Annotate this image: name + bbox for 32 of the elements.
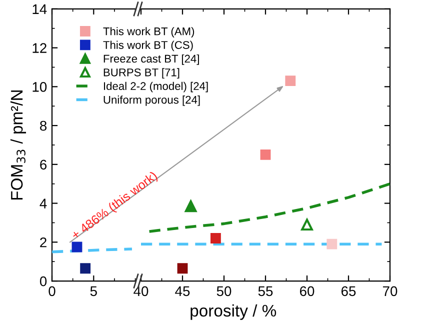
y-tick-label: 10 <box>32 82 47 92</box>
y-tick-label: 6 <box>40 160 47 170</box>
y-tick-label: 8 <box>40 120 47 131</box>
legend-label: Freeze cast BT [24] <box>104 54 199 65</box>
y-axis-title: FOM$_{33}$ / pm²/N <box>10 90 26 200</box>
point <box>184 200 197 212</box>
point <box>177 263 188 274</box>
y-tick-label: 2 <box>40 237 46 248</box>
y-tick-label: 4 <box>40 198 47 208</box>
point <box>285 76 296 86</box>
x-tick-label: 5 <box>90 286 97 296</box>
legend-label: Ideal 2-2 (model) [24] <box>104 82 208 92</box>
y-tick-label: 12 <box>32 43 46 53</box>
y-tick-label: 0 <box>40 276 47 286</box>
y-tick-label: 14 <box>32 4 47 14</box>
x-tick-label: 0 <box>48 286 56 296</box>
x-tick-label: 45 <box>175 286 190 296</box>
legend-label: This work BT (AM) <box>103 27 194 38</box>
x-tick-label: 55 <box>258 286 273 296</box>
legend-label: BURPS BT [71] <box>104 68 180 79</box>
x-axis-title: porosity / % <box>190 304 276 320</box>
point <box>210 233 221 244</box>
x-tick-label: 50 <box>216 286 232 296</box>
point <box>326 238 338 250</box>
point <box>301 218 313 231</box>
legend-label: This work BT (CS) <box>103 40 193 52</box>
x-tick-label: 65 <box>341 286 356 296</box>
legend-label: Uniform porous [24] <box>104 96 200 106</box>
point <box>260 149 271 160</box>
x-tick-label: 40 <box>134 286 148 296</box>
x-tick-label: 60 <box>300 286 314 296</box>
x-tick-label: 70 <box>382 286 398 296</box>
